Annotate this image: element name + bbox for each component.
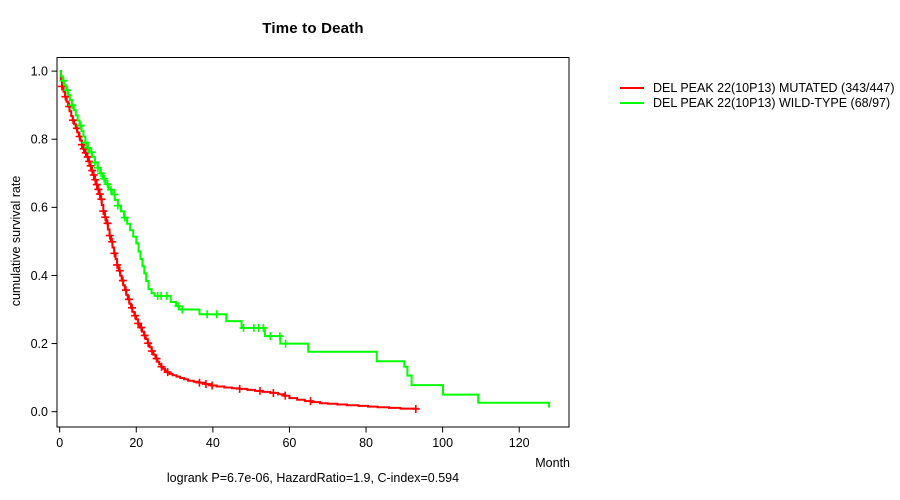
legend-line-swatch-wildtype — [620, 101, 644, 104]
x-tick-label: 60 — [282, 436, 296, 450]
censor-mark-0 — [144, 339, 153, 348]
censor-mark-0 — [281, 391, 290, 400]
legend-label-mutated: DEL PEAK 22(10P13) MUTATED (343/447) — [653, 80, 895, 95]
censor-mark-0 — [86, 161, 95, 170]
censor-mark-0 — [152, 354, 161, 363]
y-tick-label: 1.0 — [31, 64, 48, 78]
x-tick-label: 20 — [129, 436, 143, 450]
y-tick-label: 0.6 — [31, 201, 48, 215]
censor-mark-0 — [88, 166, 97, 175]
censor-mark-1 — [259, 323, 268, 332]
censor-mark-0 — [201, 380, 210, 389]
censor-mark-0 — [140, 331, 149, 340]
censor-mark-0 — [89, 170, 98, 179]
censor-mark-0 — [113, 260, 122, 269]
censor-mark-0 — [411, 404, 420, 413]
censor-mark-1 — [90, 158, 99, 167]
censor-mark-1 — [93, 163, 102, 172]
censor-mark-1 — [239, 323, 248, 332]
censor-mark-0 — [157, 362, 166, 371]
censor-mark-1 — [84, 143, 93, 152]
censor-mark-0 — [57, 82, 66, 91]
censor-mark-0 — [69, 116, 78, 125]
censor-mark-0 — [255, 386, 264, 395]
censor-mark-1 — [87, 148, 96, 157]
censor-mark-1 — [76, 121, 85, 130]
censor-mark-0 — [134, 319, 143, 328]
censor-mark-0 — [97, 195, 106, 204]
legend-line-swatch-mutated — [620, 86, 644, 89]
censor-mark-0 — [61, 92, 70, 101]
censor-mark-0 — [83, 152, 92, 161]
censor-mark-1 — [162, 291, 171, 300]
legend-item-mutated: DEL PEAK 22(10P13) MUTATED (343/447) — [620, 80, 895, 95]
censor-mark-1 — [113, 201, 122, 210]
survival-curve-0 — [59, 70, 417, 410]
plot-frame — [56, 57, 570, 428]
censor-mark-1 — [97, 169, 106, 178]
censor-mark-0 — [108, 237, 117, 246]
censor-mark-0 — [121, 286, 130, 295]
censor-mark-1 — [103, 180, 112, 189]
censor-mark-0 — [147, 347, 156, 356]
censor-mark-1 — [212, 310, 221, 319]
censor-mark-0 — [124, 295, 133, 304]
censor-mark-1 — [68, 101, 77, 110]
censor-mark-0 — [92, 180, 101, 189]
censor-mark-1 — [120, 213, 129, 222]
y-tick-label: 0.2 — [31, 337, 48, 351]
censor-mark-0 — [115, 266, 124, 275]
y-tick-label: 0.0 — [31, 405, 48, 419]
censor-mark-0 — [306, 397, 315, 406]
legend: DEL PEAK 22(10P13) MUTATED (343/447) DEL… — [620, 80, 895, 110]
censor-mark-0 — [269, 388, 278, 397]
censor-mark-0 — [91, 175, 100, 184]
y-tick-label: 0.8 — [31, 133, 48, 147]
censor-mark-0 — [195, 378, 204, 387]
censor-mark-1 — [178, 305, 187, 314]
censor-mark-0 — [118, 276, 127, 285]
censor-mark-0 — [235, 384, 244, 393]
survival-curve-1 — [59, 70, 551, 408]
x-tick-label: 0 — [56, 436, 63, 450]
x-tick-label: 100 — [432, 436, 453, 450]
censor-mark-1 — [275, 332, 284, 341]
censor-mark-0 — [110, 249, 119, 258]
x-axis-label: Month — [535, 456, 570, 470]
censor-mark-1 — [266, 332, 275, 341]
censor-mark-0 — [105, 231, 114, 240]
censor-mark-0 — [95, 190, 104, 199]
censor-mark-0 — [103, 219, 112, 228]
censor-mark-0 — [131, 311, 140, 320]
censor-mark-1 — [100, 174, 109, 183]
censor-mark-1 — [59, 76, 68, 85]
x-tick-label: 80 — [359, 436, 373, 450]
legend-label-wildtype: DEL PEAK 22(10P13) WILD-TYPE (68/97) — [653, 95, 891, 110]
censor-mark-0 — [75, 132, 84, 141]
censor-mark-0 — [128, 303, 137, 312]
censor-mark-0 — [101, 213, 110, 222]
censor-mark-1 — [110, 190, 119, 199]
chart-title: Time to Death — [262, 20, 364, 37]
censor-mark-0 — [137, 323, 146, 332]
censor-mark-0 — [85, 157, 94, 166]
x-tick-label: 120 — [509, 436, 530, 450]
censor-mark-1 — [203, 310, 212, 319]
censor-mark-0 — [79, 144, 88, 153]
stats-annotation: logrank P=6.7e-06, HazardRatio=1.9, C-in… — [166, 471, 460, 485]
censor-mark-0 — [208, 381, 217, 390]
censor-mark-1 — [106, 185, 115, 194]
censor-mark-1 — [281, 339, 290, 348]
censor-mark-0 — [163, 368, 172, 377]
censor-mark-1 — [63, 86, 72, 95]
censor-mark-0 — [94, 185, 103, 194]
censor-mark-0 — [99, 207, 108, 216]
legend-item-wildtype: DEL PEAK 22(10P13) WILD-TYPE (68/97) — [620, 95, 895, 110]
y-tick-label: 0.4 — [31, 269, 48, 283]
x-tick-label: 40 — [206, 436, 220, 450]
censor-mark-1 — [81, 138, 90, 147]
